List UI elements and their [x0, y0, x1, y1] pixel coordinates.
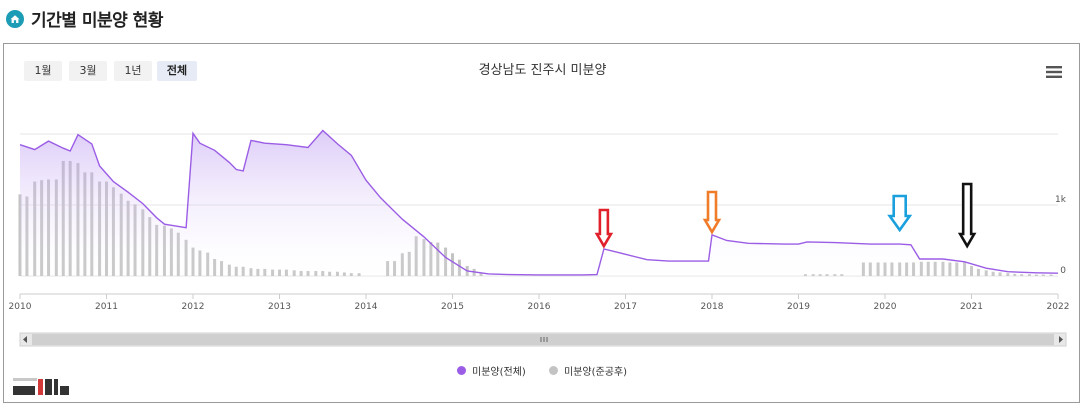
line-total — [19, 129, 1059, 276]
annotation-arrow-down — [887, 194, 913, 233]
area-total — [20, 130, 1058, 276]
x-tick-label: 2012 — [182, 302, 205, 312]
x-tick-label: 2018 — [701, 302, 724, 312]
legend-item-completed[interactable]: 미분양(준공후) — [549, 363, 627, 378]
chart-plot: 0 1k 2010 2011 2012 2013 2014 2015 2016 2017 2018 2… — [9, 129, 1070, 347]
scrollbar-thumb[interactable] — [32, 334, 1054, 345]
legend-label-total: 미분양(전체) — [472, 367, 526, 378]
legend-marker-completed — [549, 366, 558, 375]
legend-item-total[interactable]: 미분양(전체) — [457, 363, 526, 378]
x-tick-label: 2019 — [787, 302, 810, 312]
legend-label-completed: 미분양(준공후) — [564, 367, 628, 378]
chart-title: 경상남도 진주시 미분양 — [478, 63, 607, 78]
y-tick-label: 1k — [1055, 195, 1067, 205]
range-button-1y[interactable]: 1년 — [114, 61, 152, 81]
x-tick-label: 2010 — [9, 302, 32, 312]
page-title: 기간별 미분양 현황 — [31, 11, 163, 31]
x-tick-label: 2013 — [268, 302, 291, 312]
brand-logo — [13, 378, 69, 395]
x-tick-label: 2014 — [355, 302, 378, 312]
x-tick-label: 2020 — [874, 302, 897, 312]
scroll-left-arrow[interactable] — [23, 336, 27, 343]
range-button-1m[interactable]: 1월 — [24, 61, 62, 81]
chart-panel: 1월 3월 1년 전체 경상남도 진주시 미분양 0 1k 2010 2011 2012… — [3, 43, 1080, 403]
y-tick-label: 0 — [1060, 266, 1066, 276]
scroll-right-arrow[interactable] — [1059, 336, 1063, 343]
range-button-all[interactable]: 전체 — [157, 61, 197, 81]
annotation-arrow-down — [702, 190, 722, 235]
x-tick-label: 2016 — [528, 302, 551, 312]
legend-marker-total — [457, 366, 466, 375]
x-tick-label: 2017 — [614, 302, 637, 312]
annotation-arrow-down — [957, 182, 977, 249]
menu-icon[interactable] — [1046, 66, 1062, 78]
x-tick-label: 2011 — [95, 302, 118, 312]
x-tick-label: 2015 — [441, 302, 464, 312]
page-header: 기간별 미분양 현황 — [0, 0, 1086, 40]
x-tick-label: 2021 — [960, 302, 983, 312]
range-button-3m[interactable]: 3월 — [69, 61, 107, 81]
x-tick-label: 2022 — [1047, 302, 1070, 312]
home-icon — [6, 10, 24, 28]
annotation-arrow-down — [594, 208, 614, 249]
